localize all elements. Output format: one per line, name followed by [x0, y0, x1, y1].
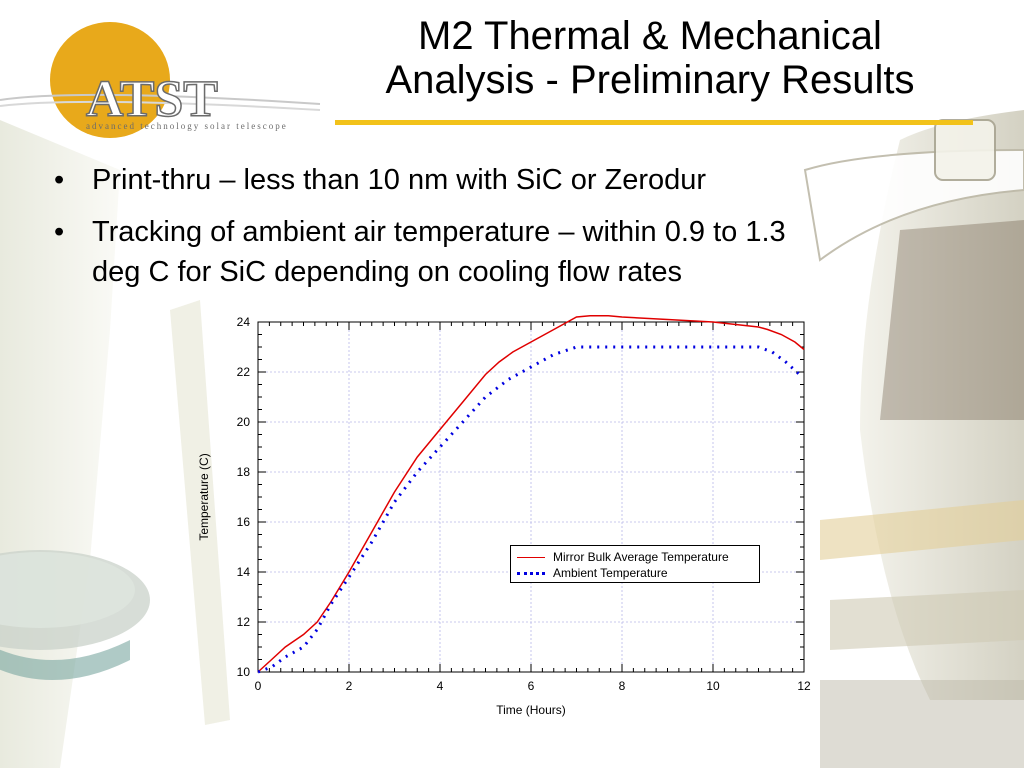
title-underline [335, 120, 973, 125]
x-tick-label: 4 [437, 679, 444, 693]
plot-area [258, 322, 804, 672]
y-tick-label: 22 [237, 365, 251, 379]
bullet-continuation: deg C for SiC depending on cooling flow … [54, 252, 934, 292]
y-tick-label: 18 [237, 465, 251, 479]
x-tick-label: 2 [346, 679, 353, 693]
x-tick-label: 10 [706, 679, 720, 693]
bullet-marker: • [54, 164, 65, 196]
y-tick-label: 24 [237, 315, 251, 329]
legend-label: Mirror Bulk Average Temperature [553, 550, 729, 564]
logo-sun-disc [50, 22, 170, 138]
temperature-chart: 0 2 4 6 8 10 12 10 12 14 16 18 20 22 24 Time (Hours) Tem… [190, 310, 820, 740]
y-tick-label: 14 [237, 565, 251, 579]
y-tick-label: 10 [237, 665, 251, 679]
logo-wordmark: ATST [86, 71, 218, 128]
x-axis-label: Time (Hours) [496, 703, 566, 717]
left-strut [170, 300, 230, 725]
chart-legend: Mirror Bulk Average Temperature Ambient … [510, 545, 760, 583]
bullet-item: • Tracking of ambient air temperature – … [54, 212, 934, 252]
x-tick-label: 6 [528, 679, 535, 693]
bullet-text: deg C for SiC depending on cooling flow … [92, 256, 683, 288]
series-line-mirror-bulk [257, 315, 805, 673]
bullet-item: • Print-thru – less than 10 nm with SiC … [54, 160, 934, 200]
legend-swatch-dotted [517, 571, 545, 575]
logo-tagline: advanced technology solar telescope [86, 121, 288, 131]
x-tick-label: 8 [619, 679, 626, 693]
bullet-text: Print-thru – less than 10 nm with SiC or… [92, 164, 707, 196]
y-axis-label: Temperature (C) [197, 453, 211, 540]
slide-title-line-2: Analysis - Preliminary Results [385, 58, 915, 102]
x-tick-label: 12 [797, 679, 811, 693]
legend-label: Ambient Temperature [553, 566, 668, 580]
y-tick-label: 20 [237, 415, 251, 429]
right-enclosure-shape [860, 110, 1024, 700]
slide-title-line-1: M2 Thermal & Mechanical [418, 14, 882, 58]
y-tick-label: 16 [237, 515, 251, 529]
x-tick-label: 0 [255, 679, 262, 693]
y-tick-label: 12 [237, 615, 251, 629]
legend-swatch-solid [517, 556, 545, 558]
bullet-marker: • [54, 216, 65, 248]
legend-entry: Mirror Bulk Average Temperature [511, 549, 729, 565]
bullet-text: Tracking of ambient air temperature – wi… [92, 216, 786, 248]
atst-logo: ATST advanced technology solar telescope [0, 22, 321, 138]
legend-entry: Ambient Temperature [511, 565, 668, 581]
bullet-list: • Print-thru – less than 10 nm with SiC … [54, 160, 934, 304]
slide-title: M2 Thermal & Mechanical Analysis - Preli… [330, 14, 970, 102]
